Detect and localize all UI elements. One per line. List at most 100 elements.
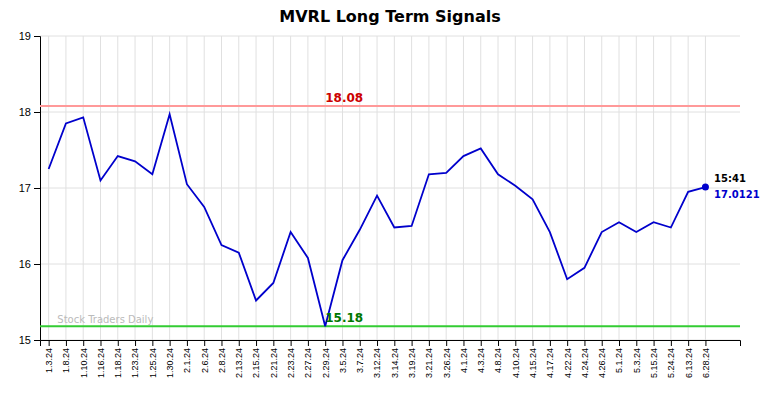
tick: 4.10.24: [511, 340, 521, 378]
tick: 3.14.24: [390, 340, 400, 378]
tick: 16: [19, 258, 40, 270]
tick: 4.3.24: [476, 340, 486, 373]
tick-mark: [308, 340, 309, 346]
grid: [40, 36, 740, 340]
tick: 5.24.24: [666, 340, 676, 378]
reference-label: 18.08: [325, 91, 363, 105]
grid-line: [40, 36, 740, 37]
grid-line: [169, 36, 170, 340]
grid-line: [221, 36, 222, 340]
tick-label: 4.3.24: [476, 348, 486, 373]
tick: 4.8.24: [493, 340, 503, 373]
tick-mark: [654, 340, 655, 346]
tick-label: 3.21.24: [424, 348, 434, 378]
watermark: Stock Traders Daily: [57, 314, 153, 325]
tick-label: 1.3.24: [44, 348, 54, 373]
tick-mark: [291, 340, 292, 346]
tick-label: 2.8.24: [217, 348, 227, 373]
tick-label: 17: [19, 182, 31, 194]
tick-mark: [152, 340, 153, 346]
tick: 2.15.24: [251, 340, 261, 378]
tick-label: 5.3.24: [632, 348, 642, 373]
grid-line: [428, 36, 429, 340]
tick-label: 4.24.24: [580, 348, 590, 378]
tick-mark: [533, 340, 534, 346]
tick: 1.10.24: [79, 340, 89, 378]
tick: 2.1.24: [182, 340, 192, 373]
tick: 2.13.24: [234, 340, 244, 378]
tick-mark: [463, 340, 464, 346]
tick-mark: [187, 340, 188, 346]
tick-label: 6.28.24: [701, 348, 711, 378]
tick: 18: [19, 106, 40, 118]
tick-mark: [636, 340, 637, 346]
grid-line: [601, 36, 602, 340]
tick-mark: [342, 340, 343, 346]
tick: 17: [19, 182, 40, 194]
tick-label: 4.1.24: [459, 348, 469, 373]
tick-label: 3.26.24: [442, 348, 452, 378]
reference-label: 15.18: [325, 311, 363, 325]
tick-mark: [705, 340, 706, 346]
grid-line: [83, 36, 84, 340]
tick: 5.1.24: [614, 340, 624, 373]
tick-mark: [100, 340, 101, 346]
tick: 4.15.24: [528, 340, 538, 378]
tick-label: 1.25.24: [148, 348, 158, 378]
tick-mark: [170, 340, 171, 346]
grid-line: [532, 36, 533, 340]
tick: 1.18.24: [113, 340, 123, 378]
y-axis: 1516171819: [19, 30, 41, 346]
tick: 4.1.24: [459, 340, 469, 373]
tick-mark: [83, 340, 84, 346]
tick-label: 4.17.24: [545, 348, 555, 378]
tick-mark: [584, 340, 585, 346]
tick-label: 2.29.24: [321, 348, 331, 378]
tick: 1.30.24: [165, 340, 175, 378]
tick: 2.27.24: [303, 340, 313, 378]
grid-line: [463, 36, 464, 340]
grid-line: [636, 36, 637, 340]
grid-line: [619, 36, 620, 340]
tick: 1.8.24: [61, 340, 71, 373]
tick: 3.5.24: [338, 340, 348, 373]
tick-label: 2.6.24: [200, 348, 210, 373]
tick-label: 4.22.24: [563, 348, 573, 378]
tick-mark: [221, 340, 222, 346]
tick: 5.3.24: [632, 340, 642, 373]
grid-line: [480, 36, 481, 340]
tick-label: 15: [19, 334, 31, 346]
grid-line: [48, 36, 49, 340]
tick-label: 5.15.24: [649, 348, 659, 378]
tick-mark: [619, 340, 620, 346]
grid-line: [256, 36, 257, 340]
tick-mark: [34, 36, 40, 37]
x-axis: 1.3.241.8.241.10.241.16.241.18.241.23.24…: [41, 340, 741, 378]
tick-label: 2.13.24: [234, 348, 244, 378]
plot: 1.3.241.8.241.10.241.16.241.18.241.23.24…: [19, 30, 760, 378]
tick: 3.19.24: [407, 340, 417, 378]
grid-line: [377, 36, 378, 340]
tick-label: 16: [19, 258, 31, 270]
tick: 3.7.24: [355, 340, 365, 373]
tick-mark: [135, 340, 136, 346]
last-value-label: 17.0121: [714, 189, 760, 200]
grid-line: [359, 36, 360, 340]
tick-mark: [49, 340, 50, 346]
tick: 1.3.24: [44, 340, 54, 373]
tick-mark: [429, 340, 430, 346]
grid-line: [670, 36, 671, 340]
tick: 1.16.24: [96, 340, 106, 378]
grid-line: [204, 36, 205, 340]
axis-line: [41, 341, 741, 347]
tick-mark: [66, 340, 67, 346]
tick-label: 3.14.24: [390, 348, 400, 378]
tick: 2.29.24: [321, 340, 331, 378]
grid-line: [290, 36, 291, 340]
tick-label: 4.26.24: [597, 348, 607, 378]
tick-mark: [34, 264, 40, 265]
grid-line: [307, 36, 308, 340]
grid-line: [325, 36, 326, 340]
tick-mark: [515, 340, 516, 346]
grid-line: [40, 188, 740, 189]
